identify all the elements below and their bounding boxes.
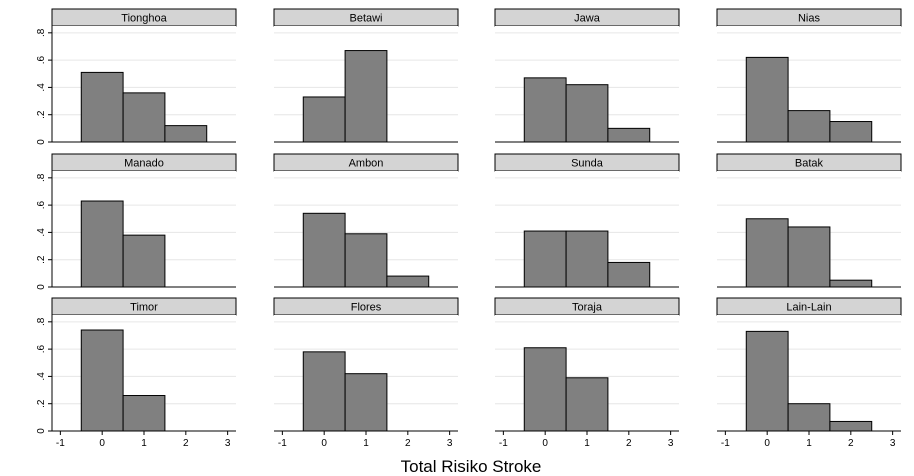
panel-title: Toraja <box>572 302 603 314</box>
panel-timor: Timor 0 .2 .4 .6 .8 -1 0 1 2 3 <box>36 297 237 449</box>
panel-manado: Manado 0 .2 .4 .6 .8 <box>36 153 237 290</box>
panel-title: Lain-Lain <box>786 302 831 314</box>
y-tick-label: .6 <box>36 345 47 354</box>
panel-batak: Batak <box>716 153 902 288</box>
panel-title: Betawi <box>349 13 382 25</box>
histogram-bar <box>829 279 873 288</box>
panel-title: Batak <box>795 158 824 170</box>
y-tick-label: .4 <box>36 228 47 237</box>
histogram-bar <box>787 226 831 288</box>
panel-nias: Nias <box>716 8 902 143</box>
panel-betawi: Betawi <box>273 8 459 143</box>
histogram-bar <box>829 121 873 143</box>
y-tick-label: 0 <box>36 428 47 434</box>
histogram-bar <box>523 230 567 288</box>
x-tick-label: 2 <box>183 438 189 449</box>
histogram-bar <box>344 373 388 432</box>
panel-title: Nias <box>798 13 821 25</box>
x-tick-label: 3 <box>890 438 896 449</box>
y-tick-label: 0 <box>36 284 47 290</box>
x-tick-label: 3 <box>447 438 453 449</box>
x-tick-label: -1 <box>499 438 508 449</box>
y-tick-label: .8 <box>36 28 47 37</box>
x-tick-label: 1 <box>363 438 369 449</box>
panel-flores: Flores -1 0 1 2 3 <box>273 297 459 449</box>
panel-ambon: Ambon <box>273 153 459 288</box>
y-tick-label: .2 <box>36 255 47 264</box>
x-tick-label: 2 <box>848 438 854 449</box>
x-tick-label: -1 <box>721 438 730 449</box>
histogram-bar <box>164 125 208 143</box>
histogram-bar <box>787 403 831 432</box>
histogram-bar <box>745 56 789 143</box>
x-tick-label: 0 <box>321 438 327 449</box>
panel-jawa: Jawa <box>494 8 680 143</box>
histogram-bar <box>523 347 567 432</box>
x-tick-label: 0 <box>764 438 770 449</box>
panel-title: Tionghoa <box>121 13 167 25</box>
histogram-bar <box>344 233 388 288</box>
panel-title: Ambon <box>349 158 384 170</box>
histogram-bar <box>523 77 567 143</box>
histogram-bar <box>80 200 124 288</box>
histogram-bar <box>787 110 831 143</box>
panel-sunda: Sunda <box>494 153 680 288</box>
histogram-bar <box>386 275 430 288</box>
panel-tionghoa: Tionghoa 0 .2 .4 .6 .8 <box>36 8 237 145</box>
x-tick-label: 3 <box>225 438 231 449</box>
x-tick-label: 3 <box>668 438 674 449</box>
histogram-bar <box>745 330 789 432</box>
panel-toraja: Toraja -1 0 1 2 3 <box>494 297 680 449</box>
x-tick-label: 1 <box>806 438 812 449</box>
y-tick-label: .4 <box>36 83 47 92</box>
y-tick-label: .4 <box>36 372 47 381</box>
y-tick-label: .8 <box>36 173 47 182</box>
histogram-bar <box>302 351 346 432</box>
histogram-bar <box>80 71 124 143</box>
panel-title: Manado <box>124 158 164 170</box>
histogram-bar <box>122 395 166 432</box>
x-tick-label: 1 <box>141 438 147 449</box>
panel-title: Jawa <box>574 13 601 25</box>
histogram-bar <box>565 84 609 143</box>
panel-title: Flores <box>351 302 382 314</box>
histogram-bar <box>344 50 388 143</box>
histogram-bar <box>745 218 789 288</box>
histogram-bar <box>829 420 873 432</box>
histogram-bar <box>607 261 651 288</box>
x-axis-label: Total Risiko Stroke <box>401 457 542 476</box>
histogram-bar <box>302 212 346 288</box>
x-tick-label: 2 <box>405 438 411 449</box>
histogram-bar <box>122 92 166 143</box>
y-tick-label: .2 <box>36 110 47 119</box>
x-tick-label: 1 <box>584 438 590 449</box>
histogram-bar <box>122 234 166 288</box>
y-tick-label: .6 <box>36 201 47 210</box>
histogram-bar <box>565 230 609 288</box>
panel-title: Timor <box>130 302 158 314</box>
y-tick-label: .6 <box>36 56 47 65</box>
y-tick-label: .8 <box>36 317 47 326</box>
histogram-bar <box>80 329 124 432</box>
histogram-bar <box>607 127 651 143</box>
x-tick-label: -1 <box>56 438 65 449</box>
x-tick-label: 2 <box>626 438 632 449</box>
y-tick-label: .2 <box>36 399 47 408</box>
panel-lain-lain: Lain-Lain -1 0 1 2 3 <box>716 297 902 449</box>
panel-title: Sunda <box>571 158 604 170</box>
x-tick-label: 0 <box>99 438 105 449</box>
histogram-bar <box>565 377 609 432</box>
histogram-bar <box>302 96 346 143</box>
x-tick-label: 0 <box>542 438 548 449</box>
x-tick-label: -1 <box>278 438 287 449</box>
y-tick-label: 0 <box>36 139 47 145</box>
